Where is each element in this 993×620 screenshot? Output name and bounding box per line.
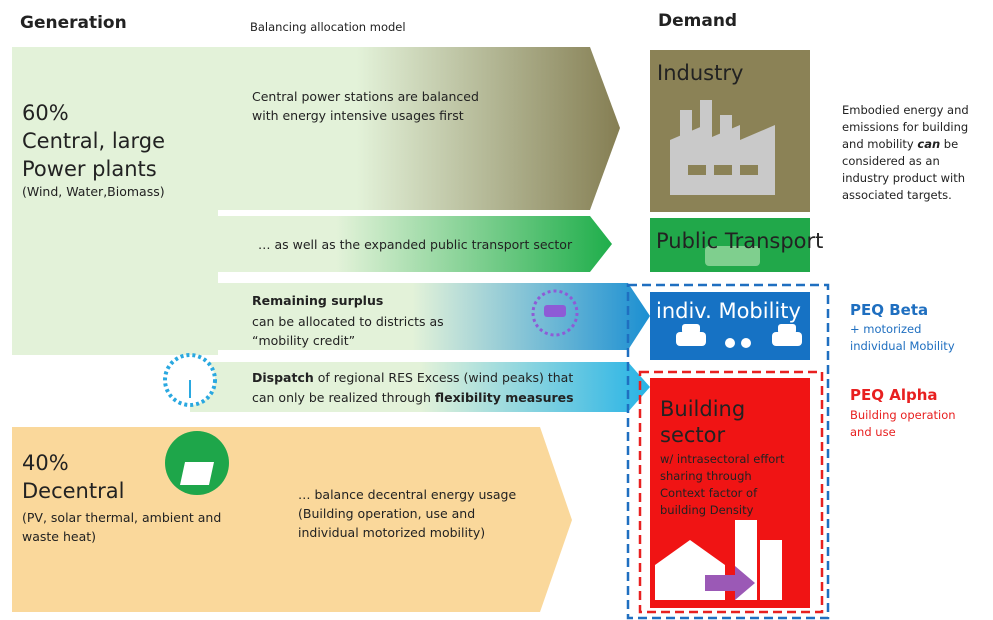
note-text: considered as an — [842, 154, 940, 168]
transport-arrow — [218, 216, 612, 272]
mobility-label: indiv. Mobility — [656, 299, 801, 323]
surplus-text: “mobility credit” — [252, 333, 355, 348]
central-share: 60% — [22, 101, 69, 125]
transport-label: Public Transport — [656, 229, 823, 253]
central-name: Central, large — [22, 129, 165, 153]
building-detail: building Density — [660, 503, 754, 517]
industry-label: Industry — [657, 61, 743, 85]
peq-beta-text: individual Mobility — [850, 339, 955, 353]
building-label: Building — [660, 397, 745, 421]
generation-heading: Generation — [20, 13, 127, 33]
arrow-icon — [705, 566, 755, 600]
decentral-flow-text: (Building operation, use and — [298, 506, 475, 521]
peq-alpha-text: Building operation — [850, 408, 956, 422]
note-text: Embodied energy and — [842, 103, 969, 117]
building-detail: sharing through — [660, 469, 752, 483]
building-detail: w/ intrasectoral effort — [660, 452, 785, 466]
dispatch-rest: can only be realized through — [252, 390, 435, 405]
decentral-share: 40% — [22, 451, 69, 475]
peq-beta-title: PEQ Beta — [850, 301, 928, 319]
central-flow-text: with energy intensive usages first — [252, 108, 464, 123]
decentral-detail: (PV, solar thermal, ambient and — [22, 510, 221, 525]
building-label: sector — [660, 423, 725, 447]
peq-alpha-frame — [638, 370, 824, 614]
transport-flow-text: … as well as the expanded public transpo… — [258, 237, 573, 252]
dispatch-arrow — [190, 362, 650, 412]
demand-heading: Demand — [658, 11, 737, 31]
note-emphasis: can — [917, 137, 940, 151]
dispatch-text: can only be realized through flexibility… — [252, 390, 574, 405]
peq-beta-text: + motorized — [850, 322, 921, 336]
central-name: Power plants — [22, 157, 157, 181]
central-area — [12, 47, 218, 355]
note-text: and mobility can be — [842, 137, 958, 151]
model-heading: Balancing allocation model — [250, 20, 406, 34]
note-part: be — [940, 137, 958, 151]
decentral-arrow — [12, 427, 572, 612]
peq-alpha-title: PEQ Alpha — [850, 386, 938, 404]
note-text: industry product with — [842, 171, 965, 185]
note-text: associated targets. — [842, 188, 952, 202]
peq-beta-frame — [626, 283, 830, 620]
central-arrow — [215, 47, 620, 210]
decentral-detail: waste heat) — [22, 529, 96, 544]
building-detail: Context factor of — [660, 486, 758, 500]
note-text: emissions for building — [842, 120, 968, 134]
dispatch-rest: of regional RES Excess (wind peaks) that — [314, 370, 574, 385]
surplus-title: Remaining surplus — [252, 293, 383, 308]
dispatch-bold: flexibility measures — [435, 390, 574, 405]
dispatch-text: Dispatch of regional RES Excess (wind pe… — [252, 370, 573, 385]
peq-alpha-text: and use — [850, 425, 896, 439]
tram-icon — [705, 246, 760, 266]
surplus-text: can be allocated to districts as — [252, 314, 444, 329]
factory-icon — [670, 100, 775, 195]
decentral-name: Decentral — [22, 479, 124, 503]
credit-icon — [531, 289, 579, 337]
car-icons — [676, 324, 802, 348]
central-flow-text: Central power stations are balanced — [252, 89, 479, 104]
surplus-arrow — [218, 283, 650, 350]
note-part: and mobility — [842, 137, 917, 151]
central-detail: (Wind, Water,Biomass) — [22, 184, 165, 199]
decentral-flow-text: … balance decentral energy usage — [298, 487, 516, 502]
dispatch-bold: Dispatch — [252, 370, 314, 385]
decentral-flow-text: individual motorized mobility) — [298, 525, 485, 540]
building-icon — [655, 520, 782, 600]
